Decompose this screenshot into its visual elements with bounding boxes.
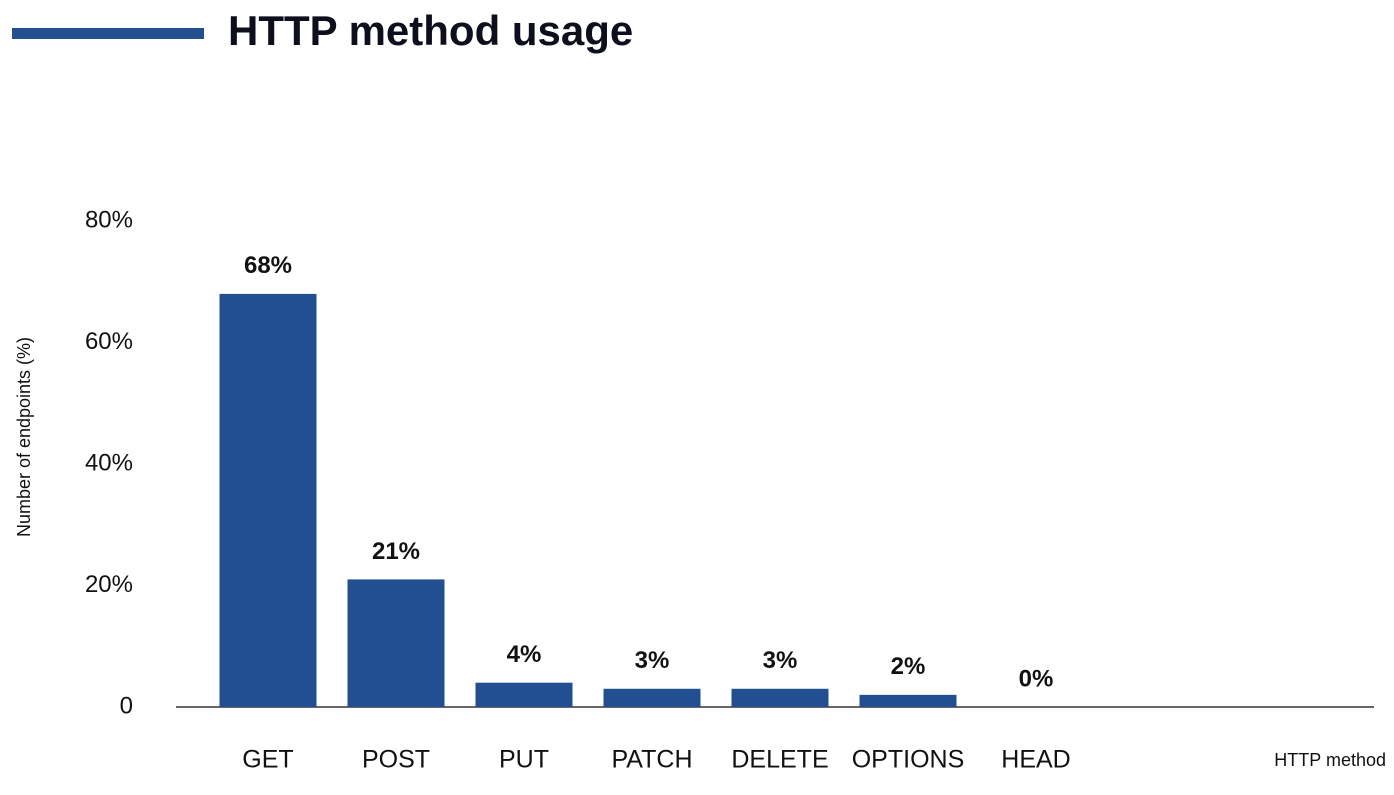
y-axis-title: Number of endpoints (%) <box>14 337 34 537</box>
x-tick-label: OPTIONS <box>852 746 965 774</box>
x-tick-label: PUT <box>499 746 549 774</box>
value-label: 4% <box>507 641 542 668</box>
x-axis-title: HTTP method <box>1274 750 1386 770</box>
title-accent <box>12 28 204 39</box>
bar <box>731 688 829 707</box>
bar <box>219 293 317 707</box>
value-label: 21% <box>372 538 420 565</box>
x-tick-label: POST <box>362 746 430 774</box>
value-label: 2% <box>891 653 926 680</box>
value-label: 0% <box>1019 665 1054 692</box>
y-tick-label: 80% <box>85 206 133 233</box>
bar <box>347 579 445 707</box>
bar <box>859 694 957 707</box>
y-tick-label: 40% <box>85 449 133 476</box>
bar <box>475 682 573 707</box>
x-tick-label: GET <box>242 746 293 774</box>
chart-title: HTTP method usage <box>228 7 633 54</box>
x-tick-label: PATCH <box>611 746 692 774</box>
y-tick-label: 0 <box>120 692 133 719</box>
bar <box>603 688 701 707</box>
x-tick-label: DELETE <box>731 746 828 774</box>
y-tick-label: 60% <box>85 328 133 355</box>
y-tick-label: 20% <box>85 571 133 598</box>
value-label: 68% <box>244 252 292 279</box>
value-label: 3% <box>763 647 798 674</box>
x-tick-label: HEAD <box>1001 746 1070 774</box>
value-label: 3% <box>635 647 670 674</box>
